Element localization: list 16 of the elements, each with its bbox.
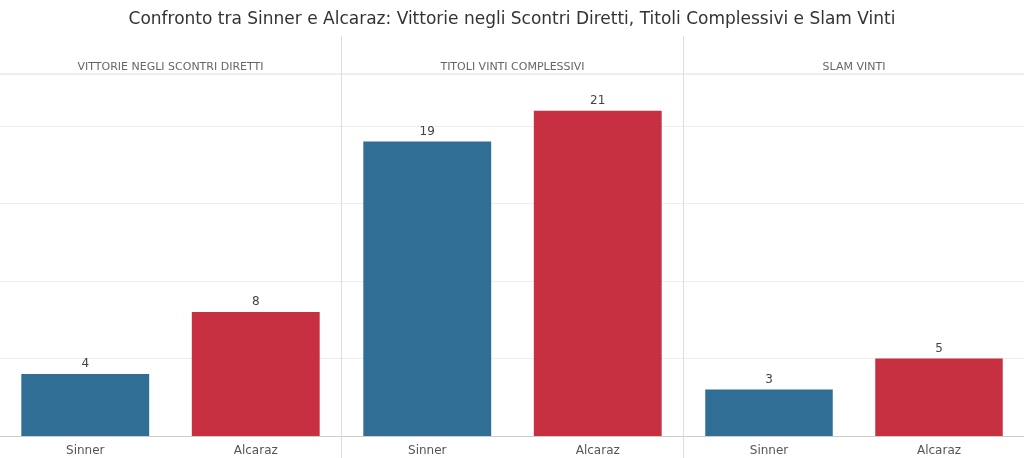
data-label: 19 (419, 123, 435, 138)
data-label: 4 (81, 356, 90, 371)
data-label: 5 (935, 340, 943, 355)
x-tick-label: Sinner (408, 443, 447, 457)
x-tick-label: Sinner (749, 443, 789, 457)
text: Confronto tra Sinner e Alcaraz: Vittorie negli Scontri Diretti, Titoli Complessivi e Slam Vinti (127, 7, 897, 30)
x-tick-label: Alcaraz (575, 443, 620, 457)
chart-subtitle: VITTORIE NEGLI SCONTRI DIRETTI (77, 60, 264, 73)
x-tick-label: Alcaraz (916, 443, 962, 457)
data-label: 3 (765, 371, 773, 386)
data-label: 21 (590, 92, 606, 107)
chart-subtitle: SLAM VINTI (822, 60, 886, 73)
data-label: 8 (251, 294, 260, 309)
chart-subtitle: TITOLI VINTI COMPLESSIVI (439, 60, 585, 73)
x-tick-label: Sinner (66, 443, 105, 457)
x-tick-label: Alcaraz (233, 443, 278, 457)
